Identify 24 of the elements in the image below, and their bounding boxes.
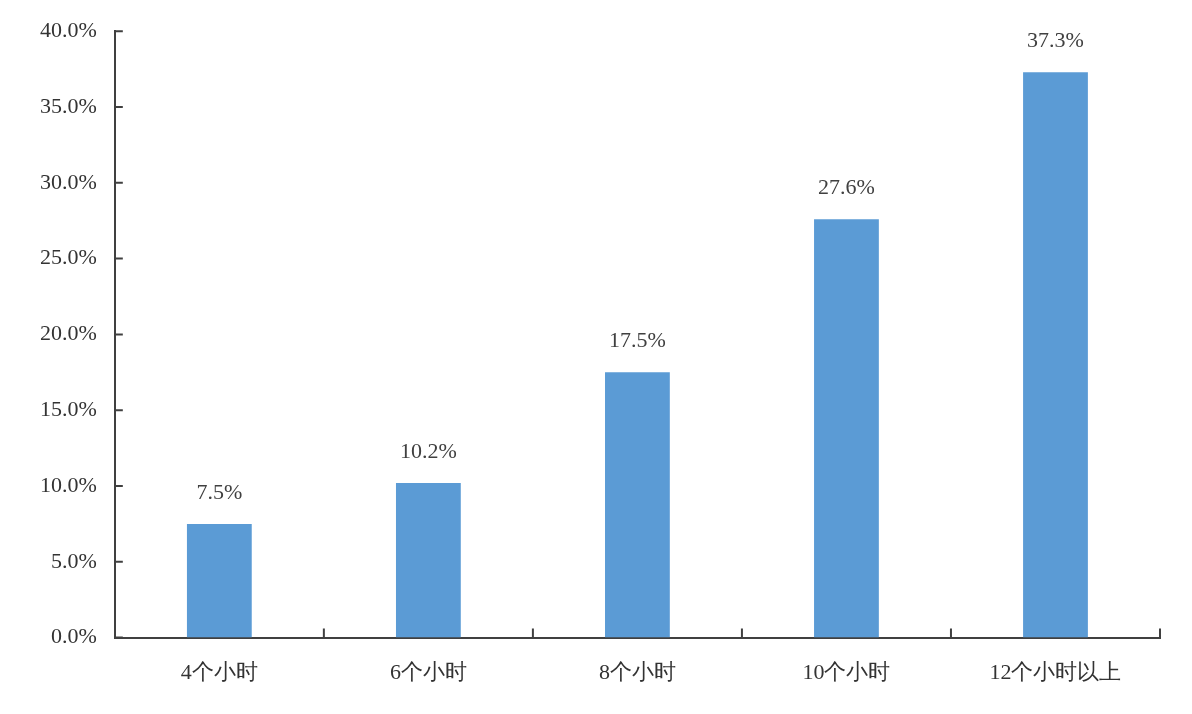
y-tick-label: 15.0% <box>40 395 97 421</box>
y-tick-label: 10.0% <box>40 471 97 497</box>
y-tick-label: 5.0% <box>51 547 97 573</box>
x-tick-label: 6个小时 <box>389 658 467 684</box>
x-tick-label: 12个小时以上 <box>989 658 1122 684</box>
bar <box>395 482 461 638</box>
x-tick-label: 4个小时 <box>180 658 258 684</box>
x-tick-label: 10个小时 <box>802 658 891 684</box>
bar <box>186 523 252 638</box>
data-label: 37.3% <box>1027 26 1084 52</box>
y-tick-label: 35.0% <box>40 92 97 118</box>
x-tick-label: 8个小时 <box>598 658 676 684</box>
y-tick-label: 40.0% <box>40 16 97 42</box>
y-tick-label: 30.0% <box>40 168 97 194</box>
data-label: 7.5% <box>196 478 243 504</box>
y-tick-label: 25.0% <box>40 244 97 270</box>
bar <box>814 219 879 638</box>
data-label: 27.6% <box>818 173 875 199</box>
y-tick-label: 20.0% <box>40 320 97 346</box>
data-label: 17.5% <box>609 327 666 353</box>
data-label: 10.2% <box>399 437 457 463</box>
bar <box>605 372 670 638</box>
y-tick-label: 0.0% <box>51 623 97 649</box>
bar <box>1023 72 1088 638</box>
